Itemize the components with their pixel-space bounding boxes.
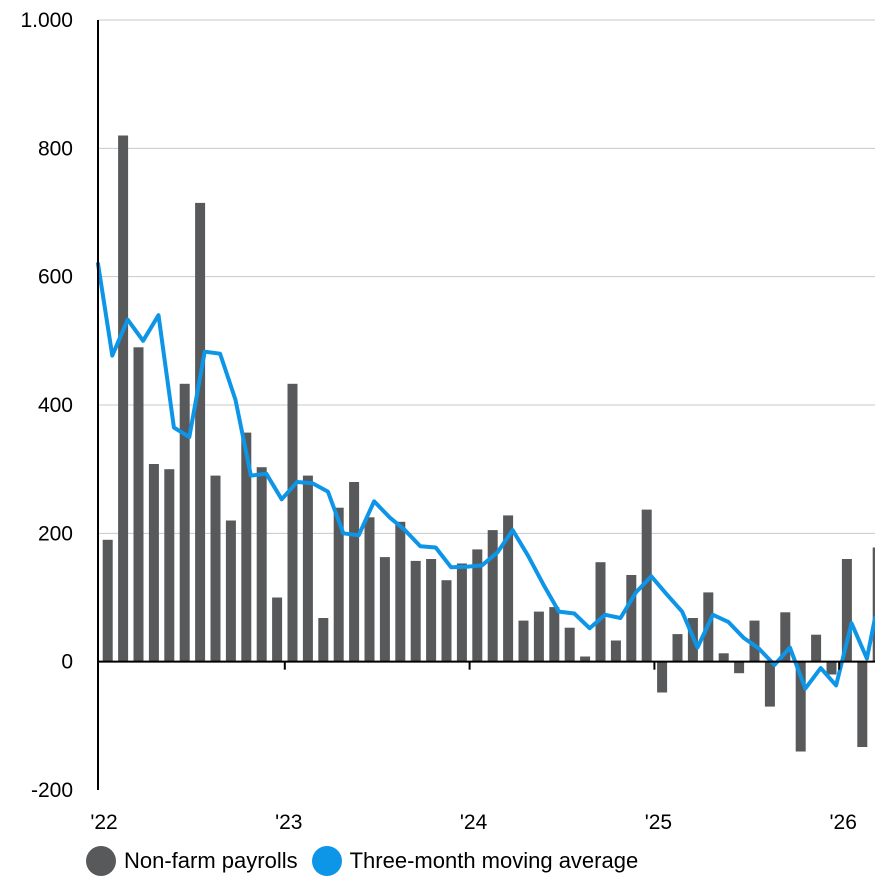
payroll-bar bbox=[564, 627, 575, 662]
payroll-bar bbox=[610, 640, 621, 662]
payroll-bar bbox=[179, 383, 190, 662]
axes bbox=[97, 20, 875, 790]
payroll-bar bbox=[734, 661, 745, 674]
y-tick-label: 200 bbox=[38, 522, 73, 545]
payroll-bar bbox=[595, 562, 606, 662]
payroll-bar bbox=[872, 547, 875, 662]
payroll-bar bbox=[379, 557, 390, 662]
payroll-bar bbox=[857, 661, 868, 747]
payroll-bar bbox=[102, 539, 113, 662]
payroll-bar bbox=[333, 507, 344, 662]
payroll-bar bbox=[133, 347, 144, 662]
payroll-bar bbox=[441, 580, 452, 662]
payroll-bar bbox=[426, 559, 437, 662]
payroll-bar bbox=[764, 661, 775, 707]
payroll-bar bbox=[395, 521, 406, 662]
payroll-bar bbox=[672, 634, 683, 662]
payroll-bar bbox=[364, 517, 375, 662]
payroll-bar bbox=[749, 620, 760, 662]
payroll-bar bbox=[826, 661, 837, 675]
legend-label-moving-average: Three-month moving average bbox=[349, 848, 639, 873]
payrolls-chart: -200 0 200 400 600 800 1.000 '22 '23 '24 '25 '26 bbox=[20, 9, 875, 834]
y-tick-label: 400 bbox=[38, 394, 73, 417]
x-tick-label: '23 bbox=[275, 811, 302, 834]
payroll-bar bbox=[225, 520, 236, 662]
x-tick-label: '24 bbox=[460, 811, 488, 834]
payroll-bar bbox=[518, 620, 529, 662]
payroll-bar bbox=[795, 661, 806, 752]
moving-average-line bbox=[96, 261, 875, 691]
grid-lines bbox=[98, 19, 875, 534]
y-tick-label: 800 bbox=[38, 137, 73, 160]
legend: Non-farm payrolls Three-month moving ave… bbox=[86, 846, 652, 876]
payroll-bar bbox=[302, 475, 313, 662]
y-tick-label: 0 bbox=[61, 651, 73, 674]
payroll-bar bbox=[503, 515, 514, 662]
payroll-bar bbox=[641, 509, 652, 662]
payroll-bar bbox=[148, 464, 159, 662]
legend-swatch-moving-average bbox=[311, 846, 342, 876]
legend-item-payrolls: Non-farm payrolls bbox=[86, 846, 298, 876]
payroll-bar bbox=[533, 611, 544, 662]
payroll-bar bbox=[118, 135, 129, 662]
y-tick-label: 1.000 bbox=[20, 9, 73, 32]
payroll-bar bbox=[256, 467, 267, 662]
payroll-bar bbox=[318, 618, 329, 662]
payroll-bar bbox=[210, 475, 221, 662]
payroll-bar bbox=[272, 597, 283, 662]
payroll-bar bbox=[410, 560, 421, 662]
x-tick-label: '22 bbox=[90, 811, 117, 834]
legend-item-moving-average: Three-month moving average bbox=[311, 846, 639, 876]
payroll-bar bbox=[195, 202, 206, 662]
payroll-bar bbox=[657, 661, 668, 693]
payroll-bar bbox=[811, 634, 822, 662]
x-tick-label: '26 bbox=[830, 811, 857, 834]
payroll-bar bbox=[580, 656, 591, 662]
y-tick-labels: -200 0 200 400 600 800 1.000 bbox=[20, 9, 73, 802]
x-tick-label: '25 bbox=[645, 811, 672, 834]
payroll-bar bbox=[718, 653, 729, 662]
payroll-bar bbox=[349, 482, 360, 662]
payroll-bar bbox=[456, 563, 467, 662]
payroll-bar bbox=[241, 432, 252, 662]
y-tick-label: -200 bbox=[31, 779, 73, 802]
legend-swatch-payrolls bbox=[86, 846, 116, 876]
payroll-bar bbox=[472, 549, 483, 662]
payroll-bar bbox=[626, 575, 637, 662]
y-tick-label: 600 bbox=[38, 266, 73, 289]
legend-label-payrolls: Non-farm payrolls bbox=[124, 848, 298, 873]
payroll-bar bbox=[549, 607, 560, 662]
payroll-bars bbox=[102, 135, 875, 752]
payroll-bar bbox=[487, 530, 498, 662]
x-tick-labels: '22 '23 '24 '25 '26 bbox=[90, 811, 857, 834]
payroll-bar bbox=[164, 469, 175, 662]
payroll-bar bbox=[780, 612, 791, 662]
payroll-bar bbox=[287, 383, 298, 662]
payroll-bar bbox=[841, 559, 852, 662]
